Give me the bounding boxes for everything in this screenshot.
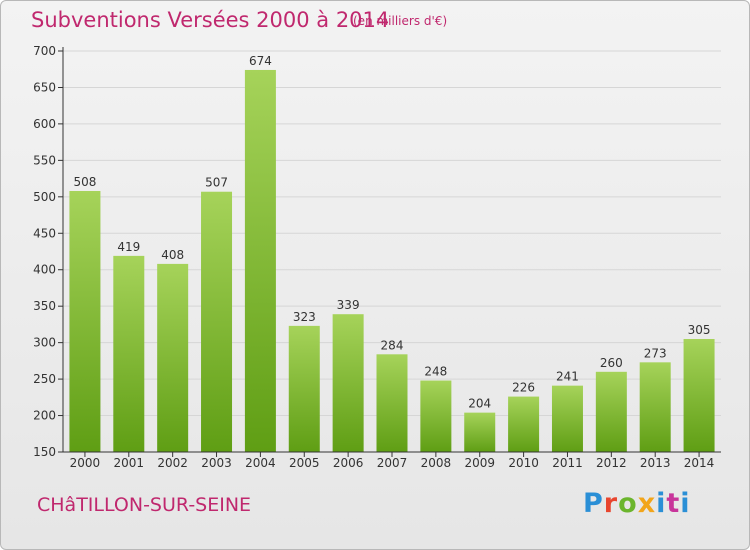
x-tick-label: 2009 — [464, 456, 495, 470]
y-tick-label: 500 — [33, 190, 56, 204]
data-label: 674 — [249, 54, 272, 68]
data-label: 241 — [556, 370, 579, 384]
y-tick-label: 200 — [33, 409, 56, 423]
x-tick-label: 2008 — [421, 456, 452, 470]
bar — [595, 371, 627, 452]
data-label: 226 — [512, 381, 535, 395]
x-tick-label: 2004 — [245, 456, 276, 470]
bar — [288, 325, 320, 452]
x-tick-label: 2001 — [114, 456, 145, 470]
bar — [420, 380, 452, 452]
y-tick-label: 600 — [33, 117, 56, 131]
bar — [244, 69, 276, 452]
bar — [464, 412, 496, 452]
bar — [332, 314, 364, 452]
y-tick-label: 350 — [33, 299, 56, 313]
data-label: 508 — [73, 175, 96, 189]
town-name: CHâTILLON-SUR-SEINE — [37, 494, 252, 516]
y-tick-label: 550 — [33, 153, 56, 167]
data-label: 284 — [381, 338, 404, 352]
x-tick-label: 2010 — [508, 456, 539, 470]
data-label: 339 — [337, 298, 360, 312]
bar — [376, 354, 408, 452]
data-label: 260 — [600, 356, 623, 370]
chart-title: Subventions Versées 2000 à 2014 — [31, 8, 390, 32]
x-tick-label: 2003 — [201, 456, 232, 470]
bar — [157, 263, 189, 452]
data-label: 305 — [688, 323, 711, 337]
data-label: 204 — [468, 397, 491, 411]
x-tick-label: 2002 — [157, 456, 188, 470]
x-tick-label: 2013 — [640, 456, 671, 470]
y-tick-label: 650 — [33, 80, 56, 94]
data-label: 507 — [205, 176, 228, 190]
bars — [69, 69, 715, 452]
proxiti-logo: Proxiti — [583, 488, 691, 519]
y-tick-label: 150 — [33, 445, 56, 459]
x-tick-label: 2007 — [377, 456, 408, 470]
y-tick-label: 400 — [33, 263, 56, 277]
data-label: 419 — [117, 240, 140, 254]
bar — [113, 255, 145, 452]
data-label: 408 — [161, 248, 184, 262]
y-tick-label: 300 — [33, 336, 56, 350]
axes — [58, 47, 721, 457]
bar — [508, 396, 540, 452]
data-label: 248 — [424, 365, 447, 379]
x-tick-label: 2011 — [552, 456, 583, 470]
data-label: 323 — [293, 310, 316, 324]
y-tick-label: 250 — [33, 372, 56, 386]
chart-subtitle: (en milliers d'€) — [353, 14, 448, 28]
bar — [201, 191, 233, 452]
x-tick-label: 2005 — [289, 456, 320, 470]
data-label: 273 — [644, 346, 667, 360]
x-tick-label: 2000 — [70, 456, 101, 470]
x-tick-label: 2012 — [596, 456, 627, 470]
bar — [683, 338, 715, 452]
x-tick-label: 2006 — [333, 456, 364, 470]
bar — [639, 362, 671, 452]
x-tick-label: 2014 — [684, 456, 715, 470]
labels: 150 200 250 300 350 400 450 500 550 600 650 700 508 2… — [33, 44, 714, 470]
y-tick-label: 450 — [33, 226, 56, 240]
bar — [69, 190, 101, 452]
bar — [551, 385, 583, 452]
y-tick-label: 700 — [33, 44, 56, 58]
